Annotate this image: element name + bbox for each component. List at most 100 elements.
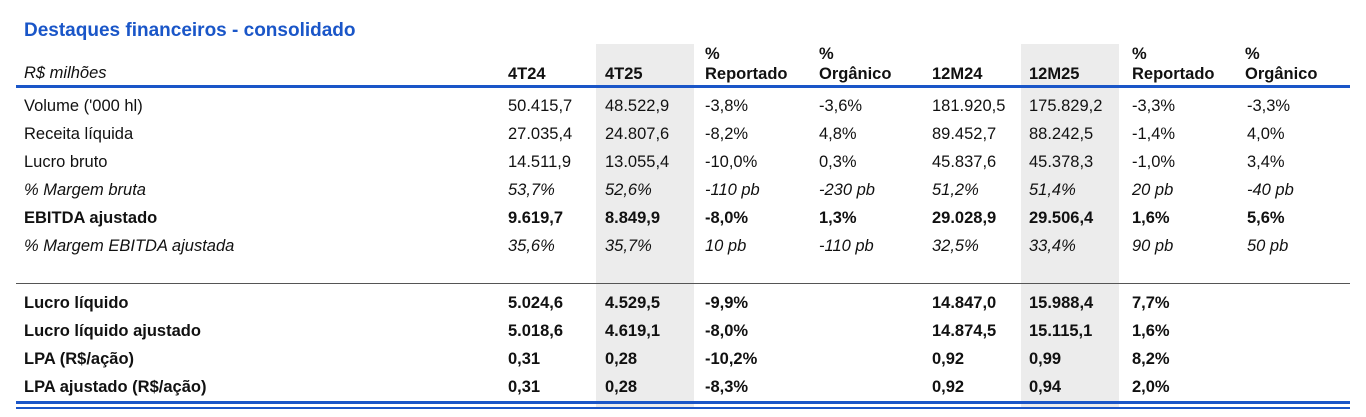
cell-pct-organico: 1,3%	[819, 208, 857, 227]
cell-12m25: 45.378,3	[1029, 152, 1094, 171]
cell-12m24: 51,2%	[932, 180, 979, 199]
cell-pct-reportado-12m: 90 pb	[1132, 236, 1174, 255]
highlight-column-12m25	[1021, 44, 1119, 408]
cell-12m24: 32,5%	[932, 236, 979, 255]
row-label: Receita líquida	[24, 124, 134, 143]
table-row: Receita líquida 27.035,4 24.807,6 -8,2% …	[24, 120, 1347, 148]
cell-12m25: 29.506,4	[1029, 208, 1094, 227]
table-row: % Margem bruta 53,7% 52,6% -110 pb -230 …	[24, 176, 1347, 204]
cell-pct-organico-12m: 50 pb	[1247, 236, 1289, 255]
table-row: Lucro líquido ajustado 5.018,6 4.619,1 -…	[24, 317, 1347, 345]
cell-pct-reportado-12m: 2,0%	[1132, 377, 1170, 396]
section-divider	[16, 283, 1350, 284]
cell-pct-reportado: -9,9%	[705, 293, 749, 312]
cell-pct-reportado: -8,0%	[705, 321, 749, 340]
cell-4t24: 9.619,7	[508, 208, 564, 227]
row-label: LPA (R$/ação)	[24, 349, 135, 368]
table-row: EBITDA ajustado 9.619,7 8.849,9 -8,0% 1,…	[24, 204, 1347, 232]
row-label: Volume ('000 hl)	[24, 96, 143, 115]
cell-4t25: 0,28	[605, 377, 638, 396]
cell-12m24: 14.874,5	[932, 321, 997, 340]
cell-pct-organico	[819, 289, 932, 317]
cell-pct-organico: -110 pb	[819, 236, 874, 255]
header-pct-reportado-12m-line2: Reportado	[1132, 65, 1215, 83]
cell-pct-organico-12m: 3,4%	[1247, 152, 1285, 171]
cell-pct-reportado-12m: 7,7%	[1132, 293, 1170, 312]
cell-4t24: 0,31	[508, 349, 541, 368]
header-4t24: 4T24	[508, 65, 546, 83]
cell-12m24: 0,92	[932, 349, 965, 368]
cell-4t25: 0,28	[605, 349, 638, 368]
table-net-income: Lucro líquido 5.024,6 4.529,5 -9,9% 14.8…	[24, 289, 1347, 401]
cell-pct-organico: 4,8%	[819, 124, 857, 143]
cell-12m25: 175.829,2	[1029, 96, 1103, 115]
cell-12m25: 0,94	[1029, 377, 1062, 396]
header-rule	[16, 85, 1350, 88]
cell-pct-organico-12m	[1247, 317, 1347, 345]
cell-pct-reportado: -8,2%	[705, 124, 749, 143]
bottom-rule-upper	[16, 401, 1350, 404]
cell-pct-reportado: -10,2%	[705, 349, 758, 368]
cell-12m24: 45.837,6	[932, 152, 997, 171]
cell-4t24: 14.511,9	[508, 152, 572, 171]
cell-4t24: 50.415,7	[508, 96, 573, 115]
cell-4t25: 24.807,6	[605, 124, 670, 143]
cell-4t25: 8.849,9	[605, 208, 661, 227]
header-pct-organico-12m-line2: Orgânico	[1245, 65, 1318, 83]
cell-12m25: 15.988,4	[1029, 293, 1094, 312]
cell-12m24: 14.847,0	[932, 293, 997, 312]
row-label: EBITDA ajustado	[24, 208, 158, 227]
cell-12m25: 51,4%	[1029, 180, 1076, 199]
table-operational: Volume ('000 hl) 50.415,7 48.522,9 -3,8%…	[24, 92, 1347, 260]
cell-pct-organico-12m: 5,6%	[1247, 208, 1285, 227]
cell-pct-reportado: -3,8%	[705, 96, 749, 115]
cell-4t25: 4.529,5	[605, 293, 661, 312]
header-pct-reportado-line2: Reportado	[705, 65, 788, 83]
header-4t25: 4T25	[605, 65, 643, 83]
table-row: Lucro líquido 5.024,6 4.529,5 -9,9% 14.8…	[24, 289, 1347, 317]
cell-12m24: 0,92	[932, 377, 965, 396]
row-label: LPA ajustado (R$/ação)	[24, 377, 207, 396]
cell-pct-reportado-12m: -3,3%	[1132, 96, 1176, 115]
cell-pct-organico-12m: -40 pb	[1247, 180, 1294, 199]
cell-4t24: 5.018,6	[508, 321, 564, 340]
cell-4t24: 0,31	[508, 377, 541, 396]
header-pct-organico-12m-line1: %	[1245, 45, 1260, 63]
cell-pct-organico	[819, 373, 932, 401]
cell-pct-reportado: -8,0%	[705, 208, 749, 227]
table-row: LPA ajustado (R$/ação) 0,31 0,28 -8,3% 0…	[24, 373, 1347, 401]
row-label: % Margem bruta	[24, 180, 146, 199]
row-label: Lucro líquido	[24, 293, 129, 312]
table-row: LPA (R$/ação) 0,31 0,28 -10,2% 0,92 0,99…	[24, 345, 1347, 373]
cell-pct-reportado-12m: -1,0%	[1132, 152, 1176, 171]
cell-pct-reportado: -8,3%	[705, 377, 749, 396]
cell-4t25: 4.619,1	[605, 321, 661, 340]
cell-12m25: 33,4%	[1029, 236, 1076, 255]
cell-pct-reportado-12m: 20 pb	[1132, 180, 1174, 199]
cell-pct-organico	[819, 317, 932, 345]
cell-12m25: 15.115,1	[1029, 321, 1093, 340]
bottom-rule-lower	[16, 407, 1350, 409]
header-pct-organico-line1: %	[819, 45, 834, 63]
cell-4t25: 35,7%	[605, 236, 652, 255]
cell-pct-organico: -3,6%	[819, 96, 863, 115]
row-label: % Margem EBITDA ajustada	[24, 236, 235, 255]
cell-12m25: 0,99	[1029, 349, 1062, 368]
row-label: Lucro líquido ajustado	[24, 321, 201, 340]
cell-pct-organico-12m	[1247, 345, 1347, 373]
cell-12m25: 88.242,5	[1029, 124, 1094, 143]
header-pct-reportado-line1: %	[705, 45, 720, 63]
cell-4t24: 53,7%	[508, 180, 555, 199]
cell-4t24: 27.035,4	[508, 124, 573, 143]
cell-12m24: 89.452,7	[932, 124, 997, 143]
cell-4t24: 35,6%	[508, 236, 555, 255]
cell-pct-organico: 0,3%	[819, 152, 857, 171]
cell-4t25: 13.055,4	[605, 152, 670, 171]
table-row: Volume ('000 hl) 50.415,7 48.522,9 -3,8%…	[24, 92, 1347, 120]
header-pct-reportado-12m-line1: %	[1132, 45, 1147, 63]
cell-pct-organico: -230 pb	[819, 180, 875, 199]
cell-pct-organico-12m: 4,0%	[1247, 124, 1285, 143]
cell-pct-reportado-12m: -1,4%	[1132, 124, 1176, 143]
cell-4t24: 5.024,6	[508, 293, 564, 312]
cell-pct-reportado-12m: 8,2%	[1132, 349, 1170, 368]
